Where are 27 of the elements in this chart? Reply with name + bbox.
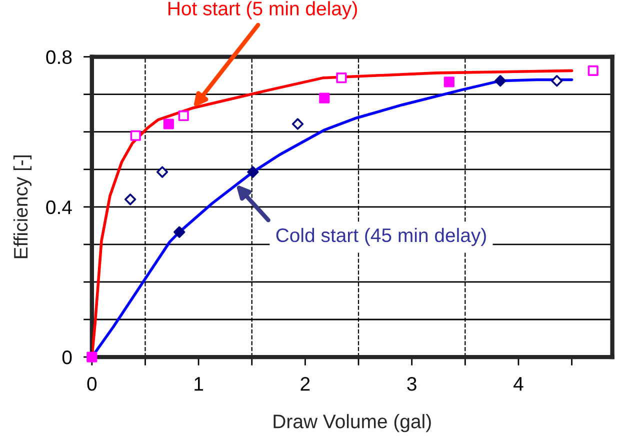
point bbox=[551, 75, 563, 87]
point bbox=[588, 65, 598, 76]
x-tick-label: 3 bbox=[407, 376, 416, 391]
x-axis-title: Draw Volume (gal) bbox=[274, 414, 431, 432]
point bbox=[130, 130, 141, 141]
point bbox=[494, 75, 506, 87]
point bbox=[163, 118, 174, 130]
point bbox=[178, 110, 189, 122]
y-tick-label: 0.8 bbox=[46, 50, 72, 64]
annotation: Cold start (45 min delay) bbox=[276, 228, 486, 246]
x-tick-label: 4 bbox=[514, 377, 524, 391]
point bbox=[292, 118, 304, 130]
point bbox=[124, 194, 136, 206]
point bbox=[319, 92, 330, 104]
y-tick-label: 0.4 bbox=[46, 200, 72, 214]
annotation: Hot start (5 min delay) bbox=[168, 1, 357, 20]
x-tick-label: 1 bbox=[194, 377, 204, 391]
x-tick-label: 2 bbox=[300, 376, 310, 391]
point bbox=[156, 166, 168, 178]
point bbox=[336, 72, 347, 84]
point bbox=[247, 166, 259, 178]
point bbox=[86, 352, 98, 362]
x-tick-label: 0 bbox=[87, 376, 97, 391]
point bbox=[174, 226, 186, 238]
y-axis-title: Efficiency [-] bbox=[13, 156, 32, 258]
point bbox=[444, 76, 454, 88]
y-tick-label: 0 bbox=[62, 350, 72, 364]
